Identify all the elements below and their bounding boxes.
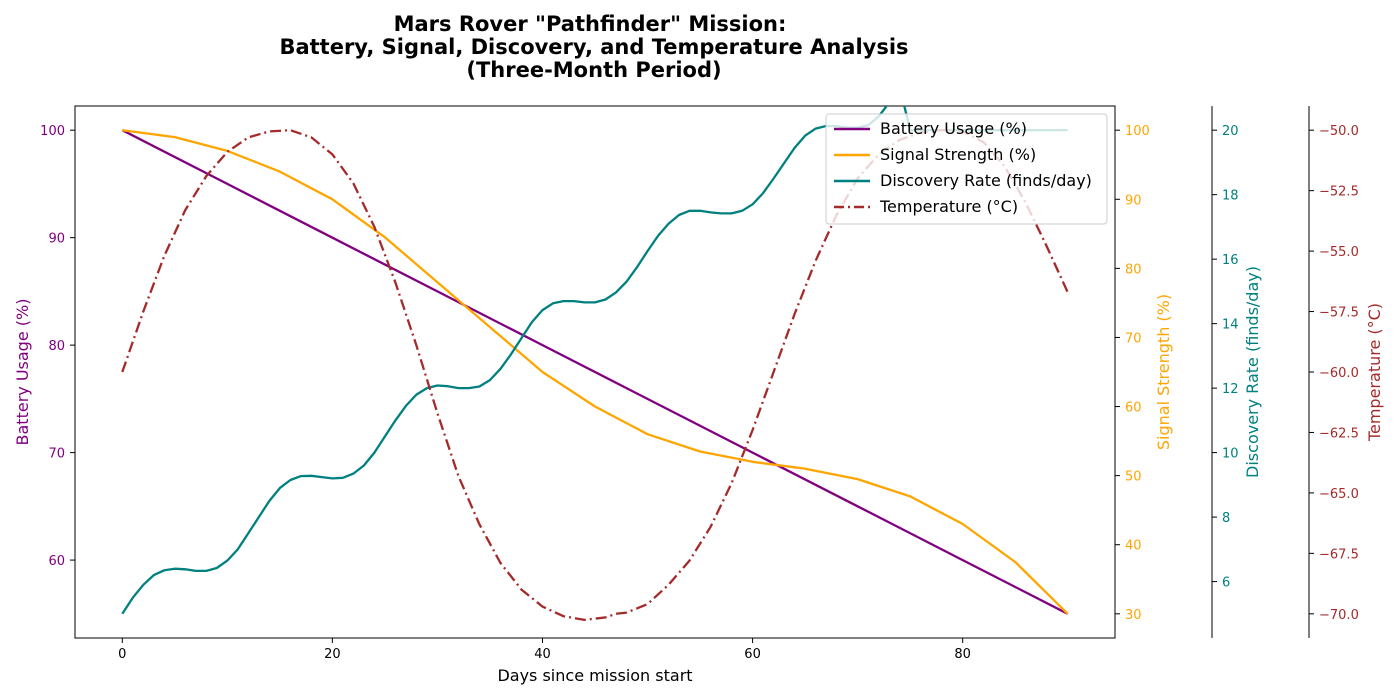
y-tick-label-signal: 90 (1125, 193, 1142, 208)
y-tick-label-temperature: −70.0 (1319, 608, 1359, 623)
x-tick-label: 80 (954, 647, 971, 662)
legend-label-discovery: Discovery Rate (finds/day) (880, 171, 1092, 190)
x-axis: 0 20 40 60 80 (118, 638, 971, 662)
x-tick-label: 60 (744, 647, 761, 662)
y-tick-label-discovery: 10 (1222, 447, 1239, 462)
legend-label-signal: Signal Strength (%) (880, 145, 1036, 164)
x-tick-label: 40 (534, 647, 551, 662)
y-tick-label-temperature: −55.0 (1319, 245, 1359, 260)
series-line-signal (122, 129, 1069, 615)
y-tick-label-temperature: −65.0 (1319, 487, 1359, 502)
chart-title-line-2: Battery, Signal, Discovery, and Temperat… (279, 35, 908, 59)
y-tick-label-battery: 90 (48, 232, 65, 247)
y-tick-label-battery: 60 (48, 554, 65, 569)
chart-title-line-1: Mars Rover "Pathfinder" Mission: (394, 12, 787, 36)
legend: Battery Usage (%) Signal Strength (%) Di… (825, 113, 1108, 225)
y-axis-label-signal: Signal Strength (%) (1154, 294, 1173, 450)
y-tick-label-signal: 40 (1125, 539, 1142, 554)
y-tick-label-temperature: −57.5 (1319, 306, 1359, 321)
series-line-battery (121, 129, 1069, 615)
y-tick-label-temperature: −50.0 (1319, 124, 1359, 139)
y-axis-label-battery: Battery Usage (%) (13, 299, 32, 446)
y-tick-label-signal: 100 (1125, 124, 1150, 139)
y-tick-label-discovery: 14 (1222, 318, 1239, 333)
x-tick-label: 20 (324, 647, 341, 662)
x-tick-label: 0 (118, 647, 126, 662)
y-tick-label-temperature: −62.5 (1319, 426, 1359, 441)
y-axis-battery: 60 70 80 90 100 (40, 124, 75, 569)
y-axis-temperature: −70.0 −67.5 −65.0 −62.5 −60.0 −57.5 −55.0 −52.5… (1308, 106, 1359, 638)
y-tick-label-discovery: 18 (1222, 189, 1239, 204)
legend-label-temperature: Temperature (°C) (879, 197, 1018, 216)
y-axis-discovery: 6 8 10 12 14 16 18 20 (1211, 106, 1239, 638)
legend-label-battery: Battery Usage (%) (880, 119, 1027, 138)
x-axis-label: Days since mission start (497, 666, 692, 685)
y-tick-label-temperature: −67.5 (1319, 547, 1359, 562)
y-axis-label-temperature: Temperature (°C) (1365, 303, 1384, 442)
y-tick-label-battery: 80 (48, 339, 65, 354)
y-tick-label-temperature: −52.5 (1319, 185, 1359, 200)
y-tick-label-signal: 30 (1125, 608, 1142, 623)
y-tick-label-signal: 80 (1125, 262, 1142, 277)
series-layer (121, 106, 1069, 622)
legend-box (825, 113, 1108, 225)
series-line-discovery (121, 106, 1068, 615)
y-tick-label-discovery: 6 (1222, 576, 1230, 591)
y-axis-label-discovery: Discovery Rate (finds/day) (1243, 266, 1262, 478)
y-tick-label-discovery: 12 (1222, 382, 1239, 397)
y-tick-label-discovery: 16 (1222, 253, 1239, 268)
y-tick-label-battery: 70 (48, 447, 65, 462)
y-tick-label-signal: 50 (1125, 470, 1142, 485)
y-tick-label-discovery: 20 (1222, 124, 1239, 139)
chart-title-line-3: (Three-Month Period) (466, 58, 721, 82)
y-axis-signal: 30 40 50 60 70 80 90 100 (1115, 124, 1150, 623)
y-tick-label-signal: 70 (1125, 331, 1142, 346)
y-tick-label-temperature: −60.0 (1319, 366, 1359, 381)
y-tick-label-battery: 100 (40, 124, 65, 139)
y-tick-label-signal: 60 (1125, 401, 1142, 416)
y-tick-label-discovery: 8 (1222, 511, 1230, 526)
